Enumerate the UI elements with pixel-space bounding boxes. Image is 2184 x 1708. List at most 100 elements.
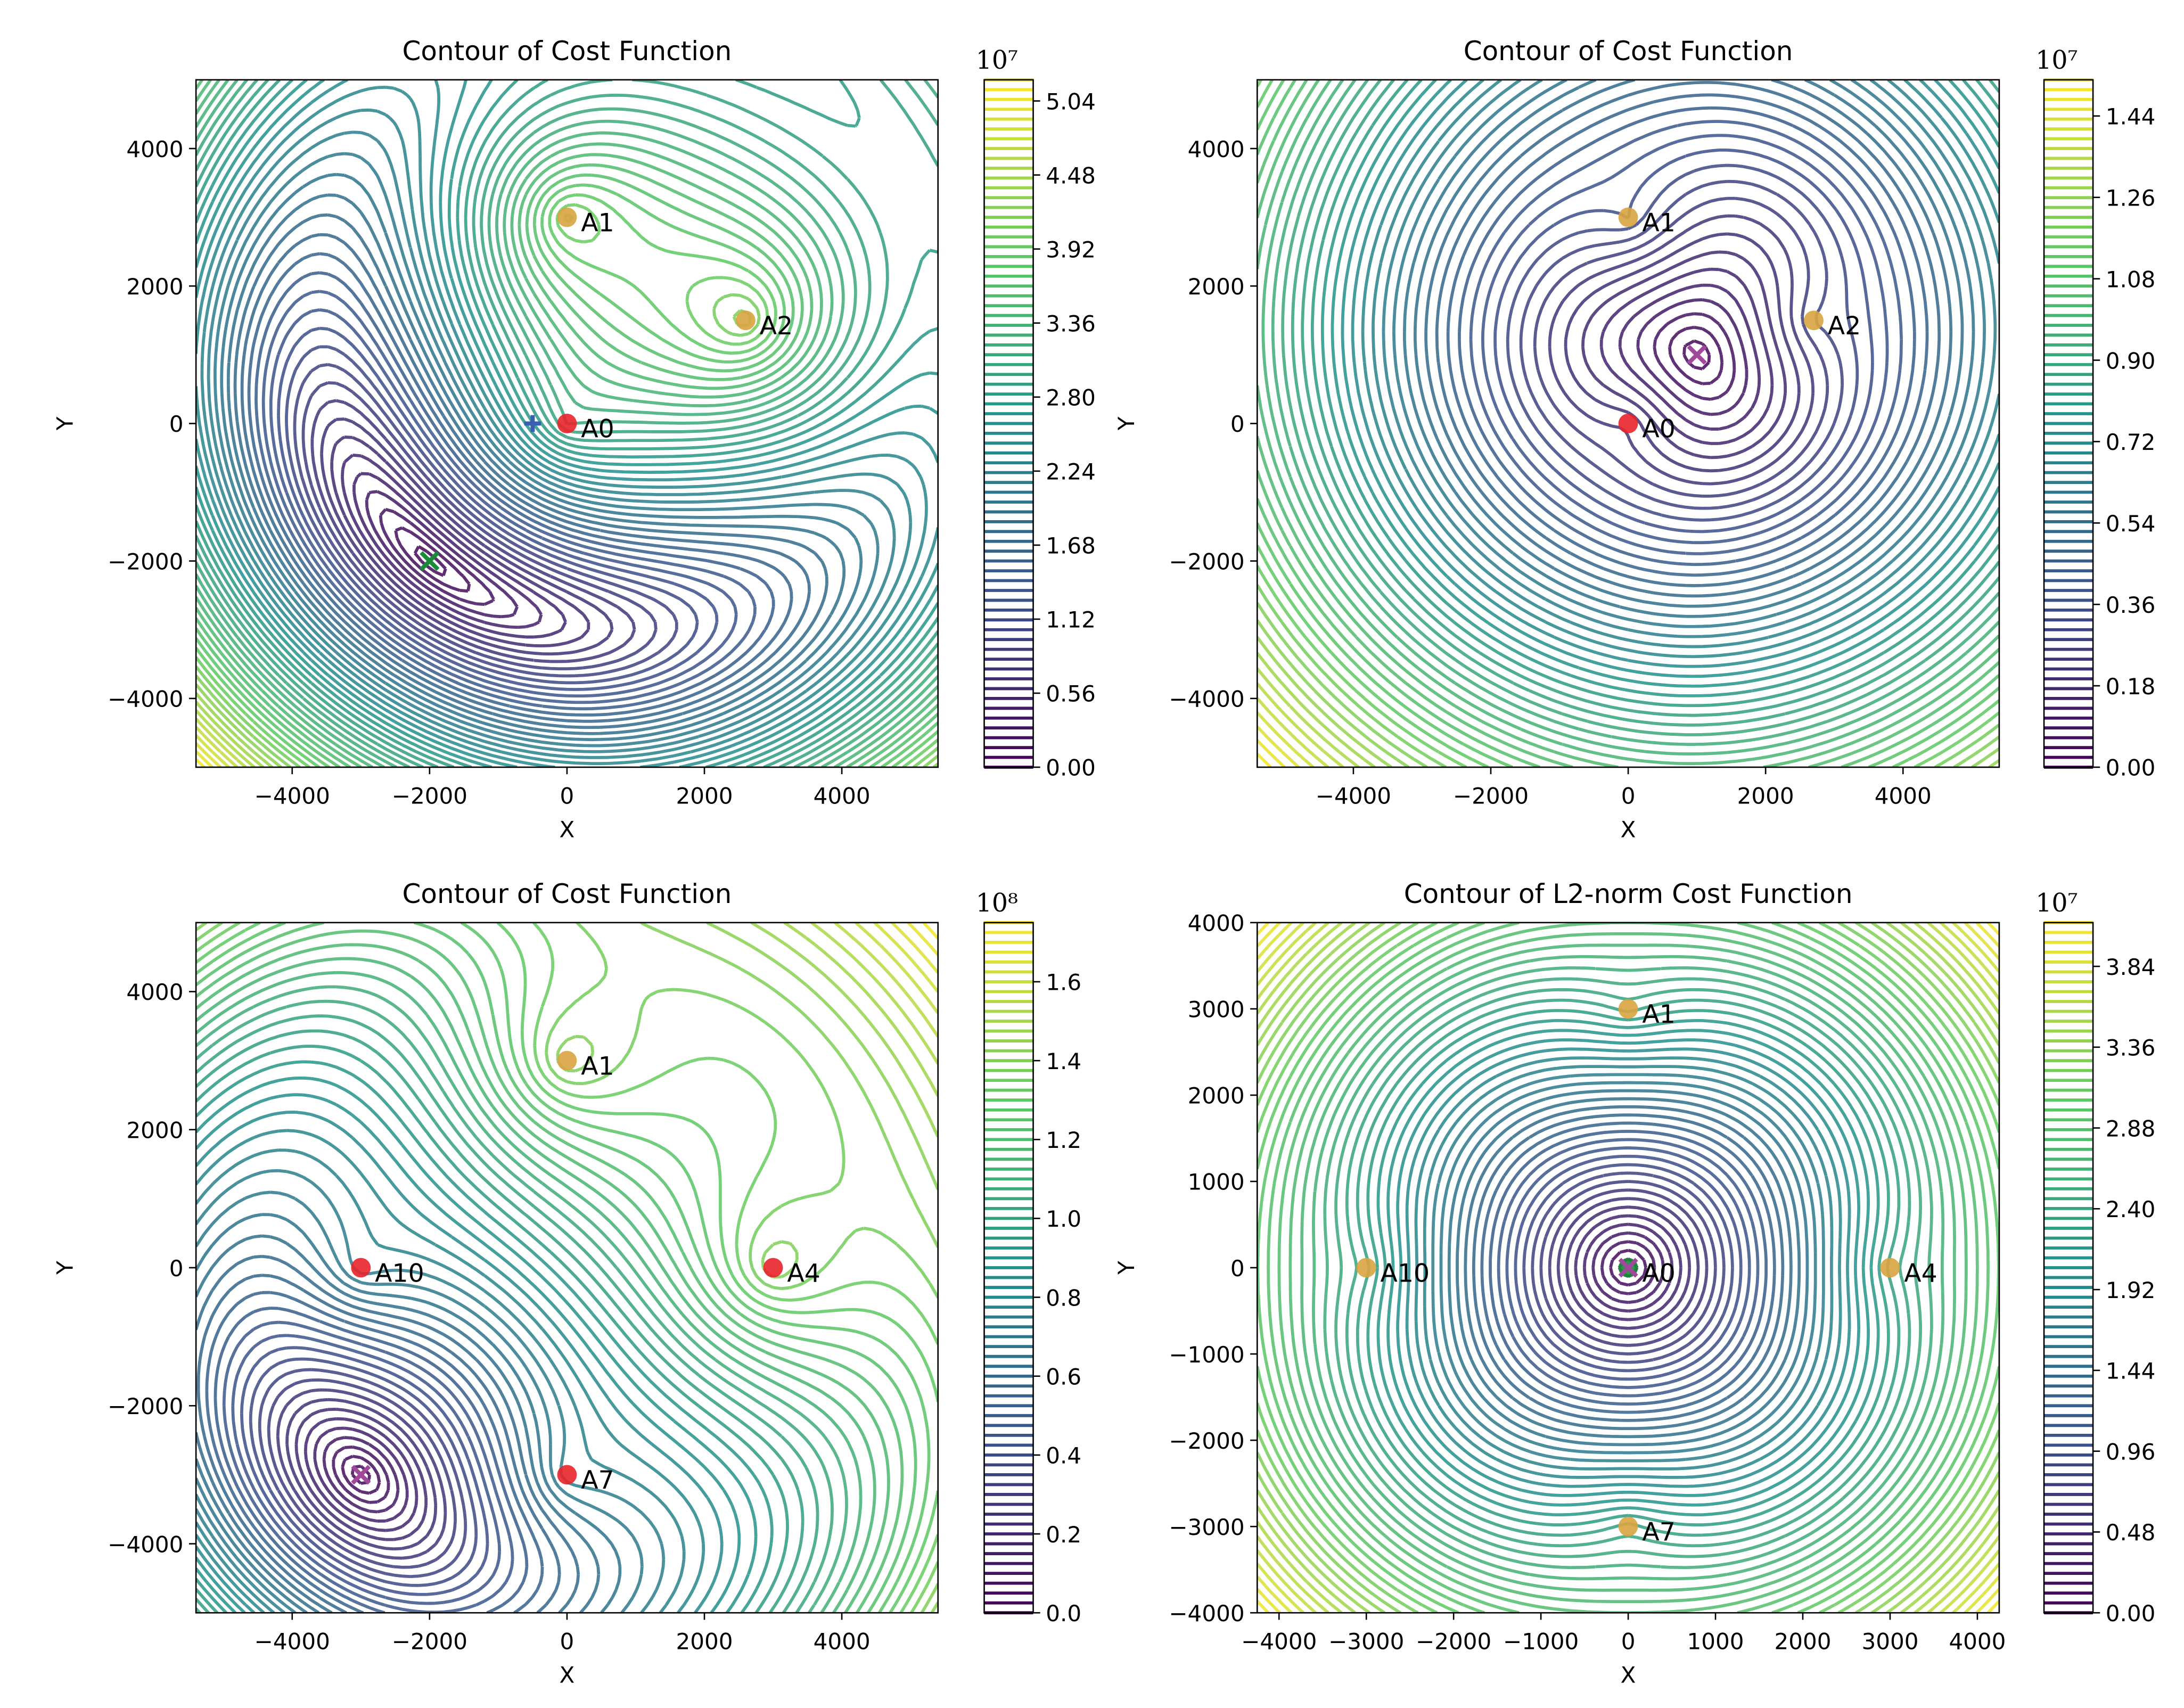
contour-line [267,1378,457,1569]
contour-line [247,252,793,717]
y-tick-label: −2000 [1169,548,1244,574]
contour-line [1413,79,1964,608]
contour-line [1331,79,1999,688]
contour-line [1472,1113,1785,1422]
contour-line [196,957,876,1613]
contour-line [196,183,938,767]
contour-line [783,922,938,1097]
marker [351,1465,371,1485]
contour-line [320,417,614,656]
contour-line [196,1110,724,1613]
contour-line [226,193,846,735]
colorbar-tick-label: 0.0 [1046,1600,1081,1627]
contour-line [196,922,931,1613]
contour-line [855,922,938,1014]
contour-line [196,1076,758,1613]
contour-line [1481,134,1889,545]
contour-line [1257,922,1999,1613]
contour-line [196,758,206,767]
contour-line [1366,1009,1890,1526]
x-tick-label: 0 [560,783,574,809]
colorbar-tick-label: 1.44 [2106,104,2156,130]
contour-line [1261,79,1999,756]
marker [1687,344,1707,365]
contour-line [310,399,636,663]
contour-line [196,750,214,767]
contour-line [261,290,757,704]
contour-line [1539,1180,1717,1356]
x-axis-label: X [560,816,575,842]
contour-line [1281,79,1999,736]
x-tick-label: 3000 [1861,1629,1918,1655]
contour-line [1356,998,1901,1537]
colorbar-tick-label: 2.80 [1046,385,1096,411]
contour-line [1653,312,1736,401]
y-axis-label: Y [1113,416,1139,431]
contour-line [750,922,938,1138]
colorbar-tick-label: 0.18 [2106,674,2156,700]
contour-line [294,1407,428,1541]
contour-line [1456,1097,1801,1439]
contour-line [365,490,519,619]
contour-line [1320,79,1999,697]
contour-line [1458,106,1916,566]
contour-line [196,1129,705,1613]
contour-line [196,922,938,1613]
y-tick-label: −4000 [108,1531,183,1557]
contour-line [341,1455,381,1495]
contour-line [233,213,828,729]
contour-line [196,213,938,767]
contour-line [1506,163,1859,522]
contour-line [1446,93,1929,577]
contour-line [196,79,938,767]
contour-line [196,1014,819,1613]
chart-title: Contour of L2-norm Cost Function [1404,878,1853,909]
contour-line [1609,1249,1648,1287]
contour-line [1257,697,1329,767]
anchor-label: A0 [581,415,614,444]
contour-line [1257,922,1999,1613]
contour-line [1600,1240,1656,1295]
anchor-point [351,1258,371,1278]
contour-line [834,922,938,1038]
contour-line [1257,711,1315,767]
x-tick-label: 0 [560,1629,574,1655]
contour-line [1267,922,1990,1613]
x-tick-label: 4000 [814,1629,871,1655]
contour-line [379,507,495,606]
contour-line [907,922,938,956]
y-tick-label: 3000 [1188,997,1245,1023]
colorbar-tick-label: 3.36 [1046,311,1096,337]
subplot: Contour of L2-norm Cost FunctionXY−4000−… [1113,878,2156,1688]
x-tick-label: 2000 [676,1629,733,1655]
colorbar-tick-label: 0.4 [1046,1443,1081,1469]
contour-line [196,929,904,1613]
colorbar-tick-label: 0.96 [2106,1439,2156,1465]
contour-line [1257,79,1999,767]
x-tick-label: −2000 [392,783,467,809]
anchor-label: A1 [1642,208,1676,237]
contour-line [1334,977,1923,1558]
y-axis-label: Y [52,416,78,431]
anchor-point [1880,1258,1900,1278]
contour-line [1376,1019,1880,1517]
contour-line [891,922,938,974]
contour-line [196,79,938,767]
x-tick-label: −4000 [1241,1629,1317,1655]
contour-line [1405,1047,1851,1488]
colorbar-tick-label: 3.92 [1046,236,1096,262]
colorbar: 0.00 0.48 0.96 1.44 1.92 2.40 2.88 3.36 3.84 10⁷ [2035,889,2155,1627]
contour-line [341,453,567,639]
colorbar-tick-label: 0.00 [1046,755,1096,781]
anchor-point [557,414,577,433]
contour-line [196,79,938,767]
x-tick-label: −3000 [1328,1629,1404,1655]
contour-line [1493,149,1874,533]
anchor-point [557,1465,577,1485]
x-tick-label: 4000 [1949,1629,2006,1655]
contour-line [1257,667,1360,767]
colorbar-tick-label: 1.68 [1046,533,1096,559]
contour-line [1310,79,1999,708]
colorbar-tick-label: 0.8 [1046,1285,1081,1311]
